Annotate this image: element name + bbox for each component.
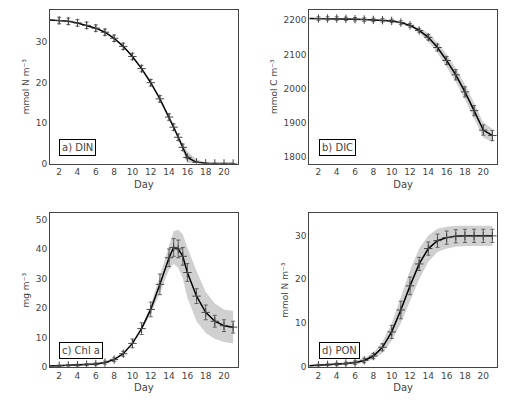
svg-text:18: 18 — [200, 371, 212, 381]
svg-text:20: 20 — [36, 78, 48, 88]
svg-text:Day: Day — [393, 179, 413, 190]
svg-text:a) DIN: a) DIN — [62, 142, 93, 153]
svg-text:12: 12 — [145, 371, 156, 381]
svg-text:0: 0 — [41, 159, 47, 169]
svg-text:10: 10 — [295, 318, 307, 328]
svg-text:10: 10 — [36, 118, 48, 128]
svg-text:8: 8 — [111, 371, 117, 381]
svg-text:c) Chl a: c) Chl a — [62, 345, 100, 356]
svg-text:mmol C m⁻³: mmol C m⁻³ — [269, 59, 279, 114]
svg-text:4: 4 — [334, 167, 340, 177]
svg-text:14: 14 — [423, 167, 435, 177]
svg-text:20: 20 — [478, 167, 490, 177]
svg-text:4: 4 — [334, 371, 340, 381]
svg-text:Day: Day — [134, 179, 154, 190]
svg-text:6: 6 — [93, 371, 99, 381]
svg-text:10: 10 — [36, 333, 48, 343]
svg-text:0: 0 — [41, 362, 47, 372]
svg-text:1800: 1800 — [284, 152, 307, 162]
svg-text:6: 6 — [352, 167, 358, 177]
svg-text:16: 16 — [182, 167, 194, 177]
svg-text:2: 2 — [56, 371, 62, 381]
svg-text:50: 50 — [36, 215, 48, 225]
svg-text:Day: Day — [134, 382, 154, 393]
svg-text:12: 12 — [145, 167, 156, 177]
svg-text:mmol N m⁻³: mmol N m⁻³ — [280, 262, 290, 318]
svg-text:2200: 2200 — [284, 15, 307, 25]
svg-text:mmol N m⁻³: mmol N m⁻³ — [21, 59, 31, 115]
svg-text:2: 2 — [316, 167, 322, 177]
svg-text:10: 10 — [386, 371, 398, 381]
svg-text:18: 18 — [200, 167, 212, 177]
svg-text:16: 16 — [441, 371, 453, 381]
svg-text:30: 30 — [295, 231, 307, 241]
svg-text:30: 30 — [36, 37, 48, 47]
svg-text:20: 20 — [218, 371, 230, 381]
svg-text:Day: Day — [393, 382, 413, 393]
svg-text:8: 8 — [371, 371, 377, 381]
svg-text:40: 40 — [36, 244, 48, 254]
svg-text:6: 6 — [352, 371, 358, 381]
svg-text:2100: 2100 — [284, 50, 307, 60]
svg-text:14: 14 — [423, 371, 435, 381]
svg-text:mg m⁻³: mg m⁻³ — [21, 273, 31, 308]
svg-text:4: 4 — [75, 167, 81, 177]
svg-text:d) PON: d) PON — [322, 345, 357, 356]
svg-text:b) DIC: b) DIC — [322, 142, 353, 153]
svg-text:0: 0 — [301, 362, 307, 372]
svg-text:12: 12 — [404, 371, 415, 381]
svg-text:4: 4 — [75, 371, 81, 381]
svg-text:2: 2 — [56, 167, 62, 177]
svg-text:8: 8 — [111, 167, 117, 177]
svg-text:1900: 1900 — [284, 118, 307, 128]
svg-text:10: 10 — [127, 167, 139, 177]
svg-text:20: 20 — [295, 274, 307, 284]
svg-text:20: 20 — [478, 371, 490, 381]
svg-text:16: 16 — [182, 371, 194, 381]
svg-text:8: 8 — [371, 167, 377, 177]
svg-text:12: 12 — [404, 167, 415, 177]
svg-text:18: 18 — [459, 167, 471, 177]
svg-text:6: 6 — [93, 167, 99, 177]
svg-text:16: 16 — [441, 167, 453, 177]
svg-text:2: 2 — [316, 371, 322, 381]
svg-text:10: 10 — [386, 167, 398, 177]
svg-text:18: 18 — [459, 371, 471, 381]
svg-text:10: 10 — [127, 371, 139, 381]
svg-text:14: 14 — [163, 371, 175, 381]
svg-text:20: 20 — [218, 167, 230, 177]
svg-text:14: 14 — [163, 167, 175, 177]
svg-text:30: 30 — [36, 274, 48, 284]
svg-text:2000: 2000 — [284, 84, 307, 94]
svg-text:20: 20 — [36, 303, 48, 313]
